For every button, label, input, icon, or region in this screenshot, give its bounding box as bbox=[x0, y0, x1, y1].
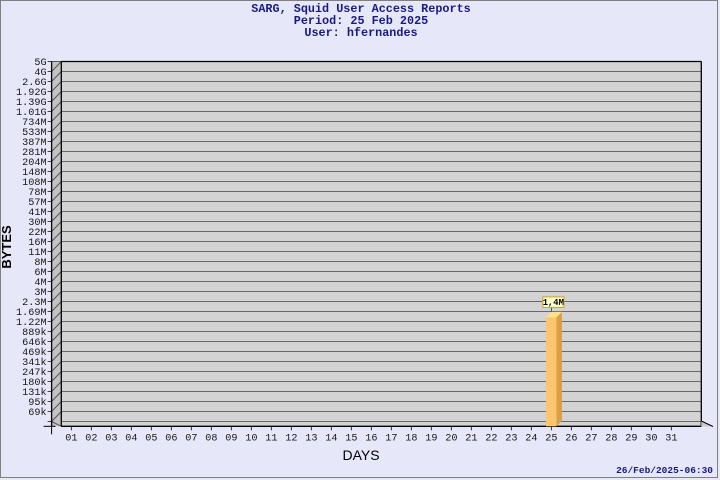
svg-text:06: 06 bbox=[165, 433, 177, 444]
svg-text:18: 18 bbox=[405, 433, 417, 444]
svg-text:1,4M: 1,4M bbox=[543, 298, 564, 308]
svg-text:31: 31 bbox=[665, 433, 677, 444]
svg-text:13: 13 bbox=[305, 433, 317, 444]
svg-text:16: 16 bbox=[365, 433, 377, 444]
svg-text:25: 25 bbox=[545, 433, 557, 444]
svg-text:69k: 69k bbox=[28, 407, 46, 419]
svg-text:14: 14 bbox=[325, 433, 337, 444]
svg-text:15: 15 bbox=[345, 433, 357, 444]
svg-text:02: 02 bbox=[85, 433, 97, 444]
svg-text:DAYS: DAYS bbox=[342, 447, 379, 463]
svg-text:09: 09 bbox=[225, 433, 237, 444]
svg-text:12: 12 bbox=[285, 433, 297, 444]
svg-text:03: 03 bbox=[105, 433, 117, 444]
svg-text:21: 21 bbox=[465, 433, 477, 444]
svg-text:08: 08 bbox=[205, 433, 217, 444]
svg-text:BYTES: BYTES bbox=[1, 225, 14, 269]
svg-text:11: 11 bbox=[265, 433, 277, 444]
svg-text:24: 24 bbox=[525, 433, 537, 444]
svg-text:01: 01 bbox=[65, 433, 77, 444]
svg-text:04: 04 bbox=[125, 433, 137, 444]
svg-text:20: 20 bbox=[445, 433, 457, 444]
svg-text:29: 29 bbox=[625, 433, 637, 444]
svg-text:27: 27 bbox=[585, 433, 597, 444]
svg-text:05: 05 bbox=[145, 433, 157, 444]
svg-text:22: 22 bbox=[485, 433, 497, 444]
svg-text:28: 28 bbox=[605, 433, 617, 444]
svg-text:19: 19 bbox=[425, 433, 437, 444]
svg-text:26: 26 bbox=[565, 433, 577, 444]
svg-text:10: 10 bbox=[245, 433, 257, 444]
svg-text:07: 07 bbox=[185, 433, 197, 444]
svg-text:30: 30 bbox=[645, 433, 657, 444]
svg-text:17: 17 bbox=[385, 433, 397, 444]
svg-text:23: 23 bbox=[505, 433, 517, 444]
